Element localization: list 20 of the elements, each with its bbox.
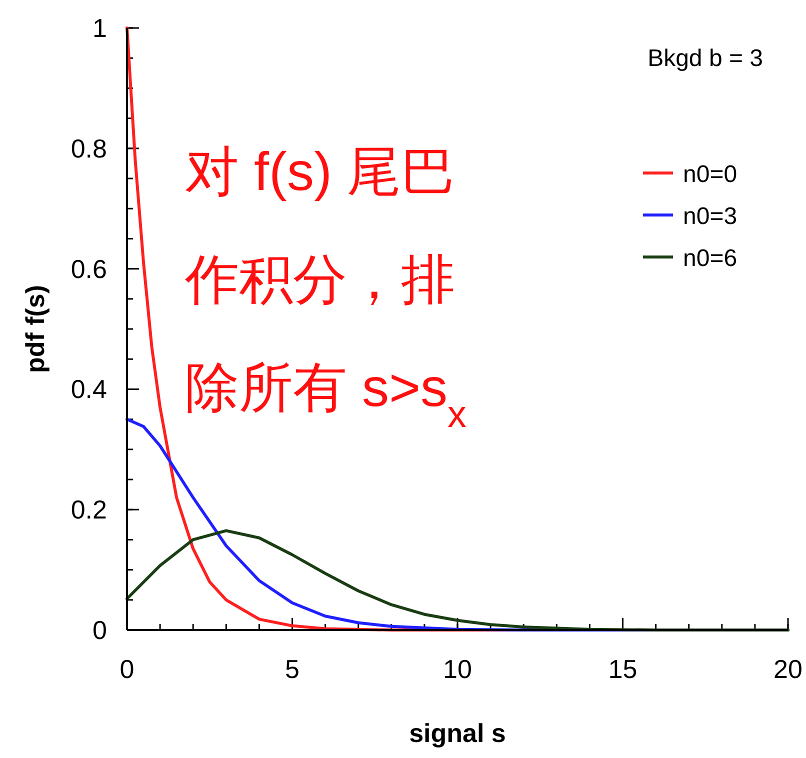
x-tick-label: 15 — [608, 654, 638, 684]
x-axis-title: signal s — [409, 718, 506, 748]
y-axis-title: pdf f(s) — [20, 284, 50, 374]
x-tick-label: 0 — [120, 654, 134, 684]
x-tick-label: 5 — [285, 654, 300, 684]
y-tick-label: 0 — [92, 615, 107, 645]
legend-label: n0=0 — [683, 161, 738, 188]
y-tick-label: 0.4 — [70, 374, 107, 404]
y-tick-label: 0.6 — [70, 254, 107, 284]
annotation: 作积分，排 — [184, 250, 455, 310]
y-tick-label: 0.8 — [70, 133, 107, 164]
x-tick-label: 20 — [774, 654, 802, 684]
y-tick-label: 1 — [92, 13, 107, 43]
annotation: 对 f(s) 尾巴 — [185, 142, 455, 202]
annotation: 除所有 s>s$_{x}$ — [185, 358, 467, 436]
legend-label: n0=3 — [683, 203, 738, 230]
y-tick-label: 0.2 — [70, 494, 107, 525]
annotation: Bkgd b = 3 — [648, 45, 763, 72]
x-tick-label: 10 — [443, 654, 472, 684]
legend-label: n0=6 — [683, 245, 738, 272]
